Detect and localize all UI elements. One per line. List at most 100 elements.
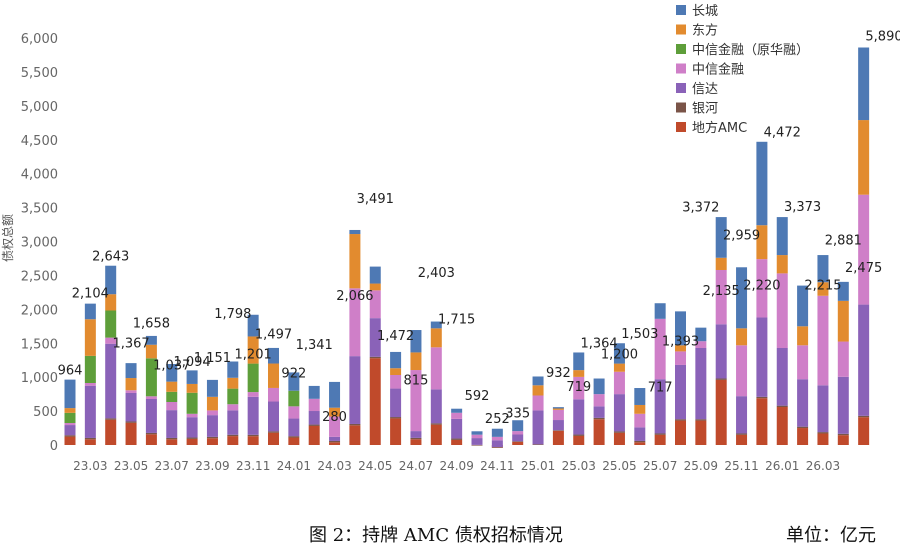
bar-segment bbox=[715, 378, 727, 380]
bar-segment bbox=[776, 405, 788, 408]
legend-swatch bbox=[676, 5, 686, 15]
bar-segment bbox=[84, 355, 96, 384]
bar-segment bbox=[837, 376, 849, 434]
bar-segment bbox=[573, 435, 585, 445]
bar-segment bbox=[858, 304, 870, 416]
bar-segment bbox=[471, 434, 483, 439]
y-axis-label: 债权总额 bbox=[1, 214, 15, 262]
bar-segment bbox=[206, 436, 218, 439]
total-label: 1,037 bbox=[153, 359, 190, 374]
total-label: 1,201 bbox=[235, 348, 272, 363]
bar-segment bbox=[105, 343, 117, 419]
total-label: 1,798 bbox=[214, 307, 251, 322]
bar-segment bbox=[390, 368, 402, 375]
bar-segment bbox=[715, 269, 727, 325]
legend-label: 东方 bbox=[692, 23, 718, 39]
bar-segment bbox=[186, 437, 198, 439]
bar-segment bbox=[329, 416, 341, 437]
bar-segment bbox=[837, 433, 849, 436]
bar-segment bbox=[390, 418, 402, 445]
bar-segment bbox=[837, 341, 849, 377]
bar-segment bbox=[105, 310, 117, 338]
bar-segment bbox=[125, 422, 137, 445]
total-label: 5,890 bbox=[865, 29, 900, 44]
bar-segment bbox=[329, 381, 341, 408]
y-axis: 6,000 5,500 5,000 4,500 4,000 3,500 3,000 2,500… bbox=[21, 32, 58, 454]
bar-segment bbox=[145, 335, 157, 345]
bar-segment bbox=[308, 425, 320, 445]
bar-segment bbox=[84, 385, 96, 438]
bar-segment bbox=[349, 234, 361, 289]
total-label: 2,215 bbox=[804, 279, 841, 294]
bar-segment bbox=[369, 358, 381, 445]
x-tick-label: 25.09 bbox=[684, 459, 718, 473]
bar-segment bbox=[675, 364, 686, 420]
bar-segment bbox=[390, 351, 402, 369]
y-tick-label: 1,000 bbox=[21, 371, 58, 386]
bar-segment bbox=[186, 413, 198, 418]
bar-segment bbox=[206, 415, 218, 437]
bar-segment bbox=[308, 398, 320, 412]
bar-segment bbox=[736, 433, 748, 435]
bar-segment bbox=[227, 410, 239, 435]
total-label: 335 bbox=[505, 406, 530, 421]
bar-segment bbox=[145, 434, 157, 445]
bar-segment bbox=[858, 194, 870, 305]
legend-swatch bbox=[676, 24, 686, 35]
bar-segment bbox=[573, 399, 585, 435]
bar-segment bbox=[268, 363, 279, 388]
y-tick-label: 0 bbox=[50, 439, 58, 454]
bar-segment bbox=[675, 351, 686, 365]
bar-segment bbox=[715, 324, 727, 379]
bar-segment bbox=[837, 300, 849, 342]
bar-segment bbox=[858, 417, 870, 445]
bar-segment bbox=[532, 376, 544, 386]
total-label: 2,104 bbox=[72, 286, 109, 301]
bar-segment bbox=[715, 379, 727, 445]
bar-segment bbox=[593, 394, 605, 407]
bar-segment bbox=[675, 420, 686, 445]
x-tick-label: 25.03 bbox=[562, 459, 596, 473]
bar-segment bbox=[573, 376, 585, 400]
unit-label: 单位：亿元 bbox=[786, 525, 876, 546]
bar-segment bbox=[349, 356, 361, 424]
total-label: 1,658 bbox=[133, 317, 170, 332]
total-label: 2,220 bbox=[743, 278, 780, 293]
total-label: 3,372 bbox=[682, 200, 719, 215]
bar-segment bbox=[552, 420, 564, 431]
bar-segment bbox=[329, 440, 341, 443]
y-tick-label: 3,000 bbox=[21, 236, 58, 251]
bar-segment bbox=[430, 389, 442, 424]
bar-segment bbox=[817, 385, 829, 433]
bar-segment bbox=[186, 438, 198, 445]
legend-label: 中信金融 bbox=[692, 62, 744, 78]
x-tick-label: 25.05 bbox=[602, 459, 636, 473]
bar-segment bbox=[654, 379, 666, 434]
total-label: 252 bbox=[485, 412, 510, 427]
x-tick-label: 23.05 bbox=[114, 459, 148, 473]
bar-segment bbox=[166, 364, 178, 382]
total-label: 1,200 bbox=[601, 348, 638, 363]
bar-segment bbox=[634, 440, 646, 443]
bar-segment bbox=[430, 423, 442, 425]
bar-segment bbox=[552, 430, 564, 431]
bar-segment bbox=[125, 421, 137, 423]
bar-segment bbox=[756, 259, 768, 318]
bar-segment bbox=[430, 347, 442, 390]
bar-segment bbox=[593, 419, 605, 445]
bar-segment bbox=[837, 281, 849, 301]
bar-segment bbox=[817, 255, 829, 283]
bar-segment bbox=[64, 423, 76, 426]
bar-segment bbox=[797, 426, 809, 429]
bar-segment bbox=[206, 410, 218, 416]
bar-segment bbox=[247, 436, 259, 445]
legend-label: 地方AMC bbox=[692, 120, 747, 136]
bar-segment bbox=[512, 434, 524, 442]
total-label: 1,094 bbox=[173, 355, 210, 370]
bar-segment bbox=[756, 398, 768, 445]
total-label: 1,151 bbox=[194, 351, 231, 366]
bar-segment bbox=[858, 47, 870, 121]
legend-swatch bbox=[676, 83, 686, 93]
y-tick-label: 6,000 bbox=[21, 32, 58, 47]
